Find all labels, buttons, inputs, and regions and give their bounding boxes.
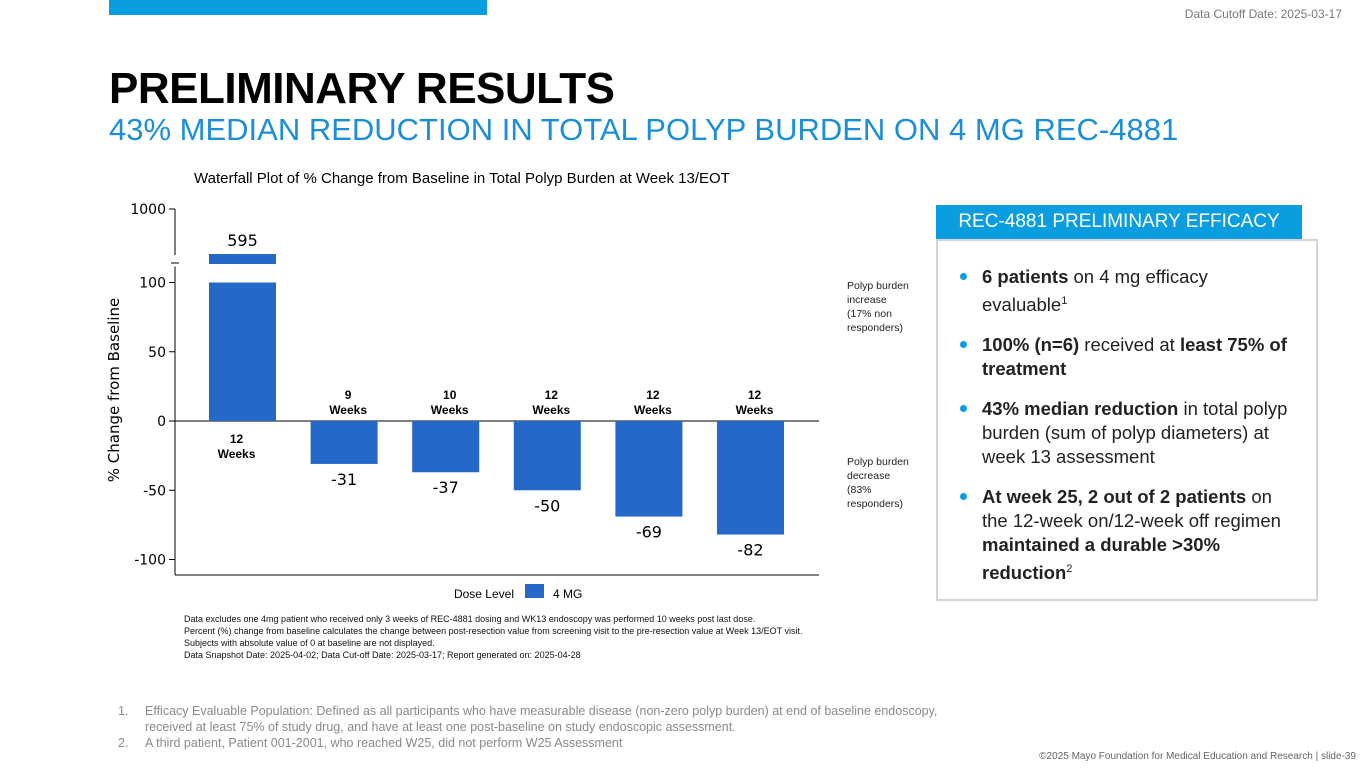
bar-duration-label: Weeks [218,447,256,461]
chart-note: Data Snapshot Date: 2025-04-02; Data Cut… [184,650,581,660]
y-tick-label: 1000 [130,202,166,218]
decrease-note-line: responders) [847,498,904,510]
chart-title: Waterfall Plot of % Change from Baseline… [194,170,730,187]
decrease-note-line: decrease [847,470,891,482]
bar-value-label: -82 [737,541,763,560]
chart-notes: Data excludes one 4mg patient who receiv… [184,613,824,661]
bar-duration-label: 12 [230,432,244,446]
y-tick-label: 50 [148,345,166,361]
top-accent-bar [109,0,487,15]
footnote: 1. Efficacy Evaluable Population: Defined… [118,704,938,734]
y-tick-label: -100 [134,553,166,569]
bar-break-segment [209,254,276,264]
increase-note-line: increase [847,294,887,306]
chart-note: Data excludes one 4mg patient who receiv… [184,614,756,624]
bar-value-label: -69 [636,523,662,542]
copyright: ©2025 Mayo Foundation for Medical Educat… [1039,751,1356,762]
bar-duration-label: Weeks [532,403,570,417]
increase-note-line: (17% non [847,308,892,320]
bar-duration-label: 10 [443,388,457,402]
efficacy-bullet: 6 patients on 4 mg efficacy evaluable1 [960,265,1296,317]
bar-duration-label: Weeks [329,403,367,417]
decrease-note: Polyp burden decrease (83% responders) [847,455,927,511]
efficacy-panel-title: REC-4881 PRELIMINARY EFFICACY [936,205,1302,239]
legend-label: 4 MG [553,587,582,601]
bar-duration-label: Weeks [634,403,672,417]
bar [717,421,784,535]
y-tick-label: 0 [157,414,166,430]
waterfall-chart: 1000 100 50 0 -50 -100 % Change from Baseline 5… [105,202,819,601]
bar [209,282,276,421]
legend-swatch [525,584,544,598]
decrease-note-line: (83% [847,484,872,496]
y-axis-label: % Change from Baseline [105,298,123,483]
y-tick-label: 100 [139,276,166,292]
increase-note-line: Polyp burden [847,280,909,292]
page-title: PRELIMINARY RESULTS [109,64,615,113]
bar-duration-label: Weeks [431,403,469,417]
footnote: 2. A third patient, Patient 001-2001, who… [118,736,623,750]
bar-duration-label: 9 [345,388,352,402]
increase-note-line: responders) [847,322,904,334]
bar-duration-label: 12 [748,388,762,402]
decrease-note-line: Polyp burden [847,456,909,468]
efficacy-bullet: 100% (n=6) received at least 75% of trea… [960,333,1296,381]
increase-note: Polyp burden increase (17% non responder… [847,279,927,335]
page-subtitle: 43% MEDIAN REDUCTION IN TOTAL POLYP BURD… [109,112,1179,147]
bar [310,421,378,464]
data-cutoff-date: Data Cutoff Date: 2025-03-17 [1184,7,1342,21]
bar [615,421,683,517]
y-tick-label: -50 [143,483,166,499]
bar-duration-label: 12 [646,388,660,402]
efficacy-bullet: At week 25, 2 out of 2 patients on the 1… [960,485,1296,585]
bar-duration-label: Weeks [736,403,774,417]
bar-value-label: -37 [433,478,459,497]
bar-value-label: 595 [227,231,258,250]
bar-duration-label: 12 [545,388,559,402]
bar-value-label: -50 [534,496,560,515]
bar-value-label: -31 [331,470,357,489]
efficacy-panel: 6 patients on 4 mg efficacy evaluable1 1… [936,239,1318,601]
footnotes: 1. Efficacy Evaluable Population: Defined… [118,703,978,751]
chart-note: Percent (%) change from baseline calcula… [184,626,803,648]
bar [412,421,480,473]
efficacy-bullet: 43% median reduction in total polyp burd… [960,397,1296,469]
bar [513,421,581,491]
legend-title: Dose Level [454,587,514,601]
